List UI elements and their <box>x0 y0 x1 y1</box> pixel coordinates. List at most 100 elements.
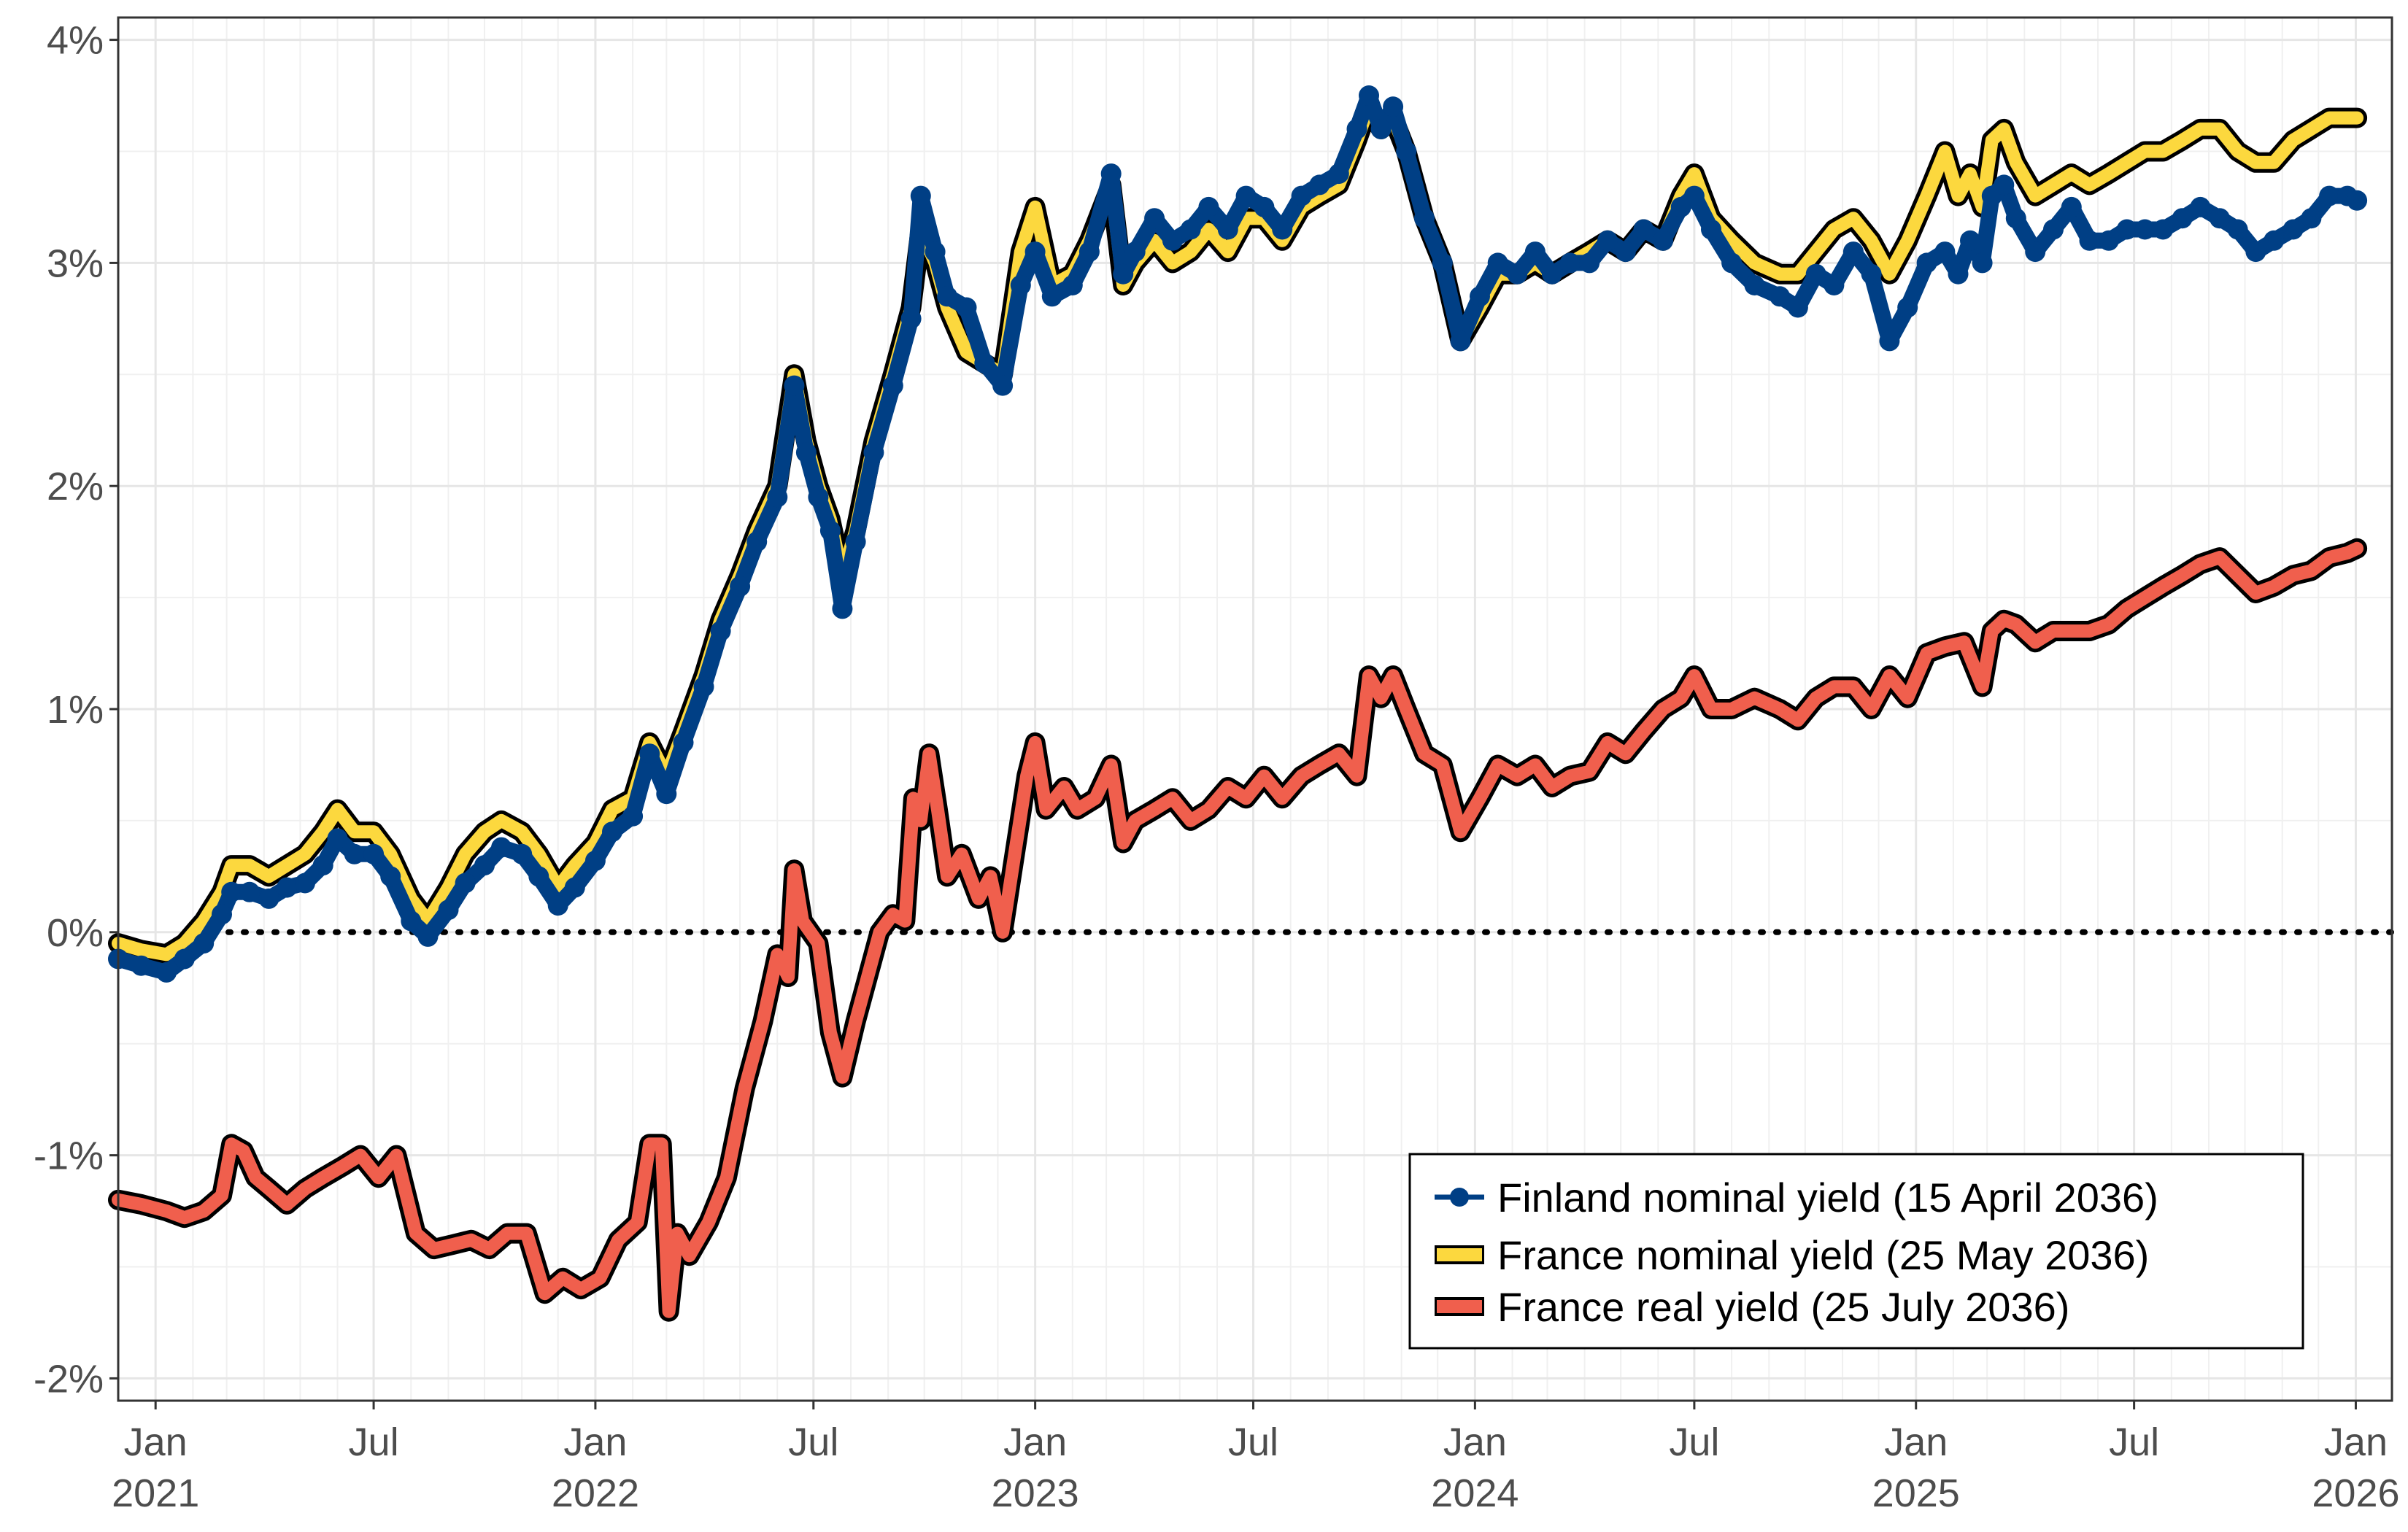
series-2-point <box>784 375 805 396</box>
series-2-point <box>564 877 585 898</box>
series-2-point <box>491 837 512 858</box>
series-2-point <box>767 487 788 508</box>
series-2-point <box>1960 230 1980 251</box>
series-2-point <box>1770 286 1791 307</box>
series-2-point <box>1507 263 1528 285</box>
series-1-line <box>112 100 2364 962</box>
series-2-point <box>1359 85 1379 106</box>
series-2-point <box>1559 252 1581 274</box>
series-2-point <box>2319 185 2340 206</box>
x-tick-month-label: Jan <box>1443 1420 1507 1464</box>
series-2-point <box>882 375 903 396</box>
series-2-point <box>295 873 315 894</box>
series-2-point <box>1383 96 1404 117</box>
series-2-point <box>221 881 242 902</box>
x-tick-month-label: Jul <box>1228 1420 1278 1464</box>
series-2-point <box>2172 208 2193 229</box>
series-2-point <box>1683 185 1705 206</box>
series-2-point <box>1524 241 1545 263</box>
series-2-point <box>344 843 365 864</box>
legend-label-finland: Finland nominal yield (15 April 2036) <box>1497 1175 2158 1220</box>
series-2-point <box>1787 297 1808 318</box>
series-2 <box>108 85 2368 983</box>
series-2-point <box>2347 190 2368 211</box>
series-2-point <box>417 926 439 947</box>
series-2-point <box>1396 141 1417 162</box>
y-tick-label: 4% <box>47 19 104 63</box>
x-tick-month-label: Jan <box>1884 1420 1948 1464</box>
series-2-point <box>1328 163 1349 185</box>
series-2-point <box>363 843 385 864</box>
legend-label-france-real: France real yield (25 July 2036) <box>1497 1284 2069 1330</box>
series-2-point <box>1470 286 1490 307</box>
series-2-point <box>1180 219 1201 240</box>
series-2-point <box>2079 230 2100 251</box>
series-2-point <box>1272 219 1293 240</box>
series-2-point <box>2301 208 2322 229</box>
series-2-point <box>1972 252 1993 274</box>
series-2-point <box>327 828 348 849</box>
series-2-point <box>808 487 829 508</box>
series-2-point <box>2153 219 2174 240</box>
series-2-point <box>925 241 946 263</box>
series-2-point <box>1633 219 1654 240</box>
series-2-point <box>974 353 995 374</box>
series-2-point <box>1235 185 1257 206</box>
x-tick-month-label: Jul <box>788 1420 838 1464</box>
y-axis: 4% 3% 2% 1% 0% -1% -2% <box>34 19 118 1401</box>
series-2-point <box>1078 241 1100 263</box>
series-2-point <box>1100 163 1122 185</box>
series-0 <box>108 538 2368 1322</box>
series-2-point <box>547 895 568 916</box>
series-2-point <box>2282 219 2304 240</box>
series-2-point <box>2098 230 2119 251</box>
series-2-point <box>1346 118 1367 139</box>
series-2-point <box>1542 263 1562 285</box>
y-tick-label: -1% <box>34 1134 104 1178</box>
series-2-point <box>212 904 232 925</box>
series-2-point <box>1144 208 1165 229</box>
x-tick-month-label: Jul <box>2109 1420 2159 1464</box>
y-tick-label: 1% <box>47 688 104 732</box>
series-2-line <box>110 88 2366 980</box>
series-2-point <box>239 881 260 902</box>
series-2-point <box>258 888 279 909</box>
x-tick-month-label: Jan <box>1003 1420 1067 1464</box>
series-2-point <box>1291 185 1312 206</box>
series-2-point <box>1010 275 1031 295</box>
x-tick-year-label: 2026 <box>2312 1471 2399 1515</box>
series-2-point <box>1597 230 1618 251</box>
series-2-point <box>956 297 977 318</box>
series-2-point <box>193 933 215 954</box>
series-1 <box>108 96 2368 965</box>
series-2-point <box>2134 219 2156 240</box>
series-2-point <box>1842 241 1864 263</box>
series-2-point <box>1824 275 1845 295</box>
series-2-point <box>2245 241 2266 263</box>
y-tick-label: 2% <box>47 465 104 508</box>
x-tick-year-label: 2022 <box>552 1471 639 1515</box>
series-2-point <box>1432 252 1453 274</box>
series-2-point <box>1861 263 1882 285</box>
x-tick-month-label: Jan <box>124 1420 188 1464</box>
series-2-point <box>656 784 677 805</box>
series-2-point <box>131 955 152 976</box>
series-2-point <box>1162 230 1183 251</box>
x-tick-month-label: Jul <box>349 1420 399 1464</box>
series-2-point <box>639 743 660 765</box>
series-2-point <box>819 520 841 541</box>
series-2-point <box>1744 275 1765 295</box>
legend-key-finland-dot <box>1450 1188 1469 1207</box>
series-2-point <box>512 843 533 864</box>
series-2-point <box>1994 174 2015 196</box>
series-2-point <box>602 821 622 843</box>
series-2-point <box>1615 241 1636 263</box>
series-2-point <box>992 375 1014 396</box>
series-2-point <box>900 308 922 329</box>
series-2-point <box>832 598 853 619</box>
series-2-point <box>795 442 817 463</box>
series-2-point <box>1897 297 1918 318</box>
series-2-point <box>2061 196 2082 217</box>
legend-box <box>1408 1153 2304 1350</box>
